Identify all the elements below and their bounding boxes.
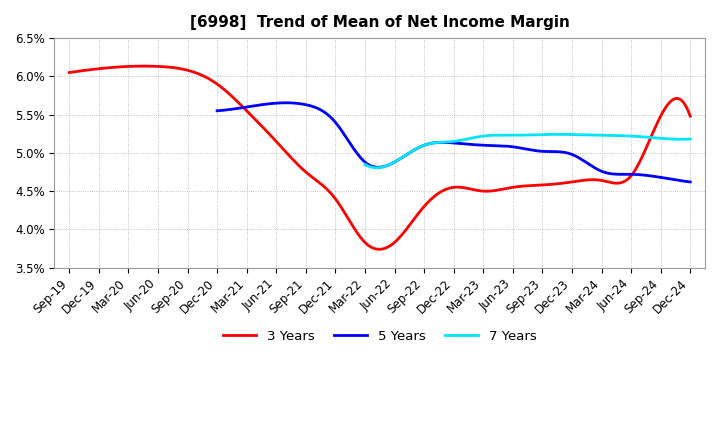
3 Years — [593, 177, 601, 183]
3 Years — [65, 70, 73, 75]
3 Years — [449, 185, 458, 190]
5 Years — [213, 108, 222, 114]
3 Years — [438, 188, 447, 193]
5 Years — [643, 173, 652, 178]
5 Years — [496, 143, 505, 148]
Line: 7 Years: 7 Years — [365, 134, 690, 168]
7 Years — [637, 134, 646, 139]
7 Years — [361, 162, 370, 168]
3 Years — [374, 247, 383, 252]
Line: 5 Years: 5 Years — [217, 103, 690, 182]
5 Years — [504, 143, 513, 149]
5 Years — [215, 108, 223, 114]
Legend: 3 Years, 5 Years, 7 Years: 3 Years, 5 Years, 7 Years — [217, 325, 541, 348]
3 Years — [632, 165, 641, 171]
3 Years — [140, 63, 148, 69]
Title: [6998]  Trend of Mean of Net Income Margin: [6998] Trend of Mean of Net Income Margi… — [190, 15, 570, 30]
5 Years — [495, 143, 503, 148]
7 Years — [686, 136, 695, 142]
7 Years — [372, 165, 381, 170]
7 Years — [557, 132, 565, 137]
7 Years — [361, 162, 369, 167]
7 Years — [657, 136, 666, 141]
7 Years — [552, 132, 561, 137]
Line: 3 Years: 3 Years — [69, 66, 690, 249]
3 Years — [437, 189, 446, 194]
5 Years — [613, 172, 622, 177]
3 Years — [686, 114, 695, 119]
5 Years — [686, 180, 695, 185]
7 Years — [562, 132, 570, 137]
7 Years — [555, 132, 564, 137]
3 Years — [67, 70, 76, 75]
5 Years — [282, 100, 291, 106]
